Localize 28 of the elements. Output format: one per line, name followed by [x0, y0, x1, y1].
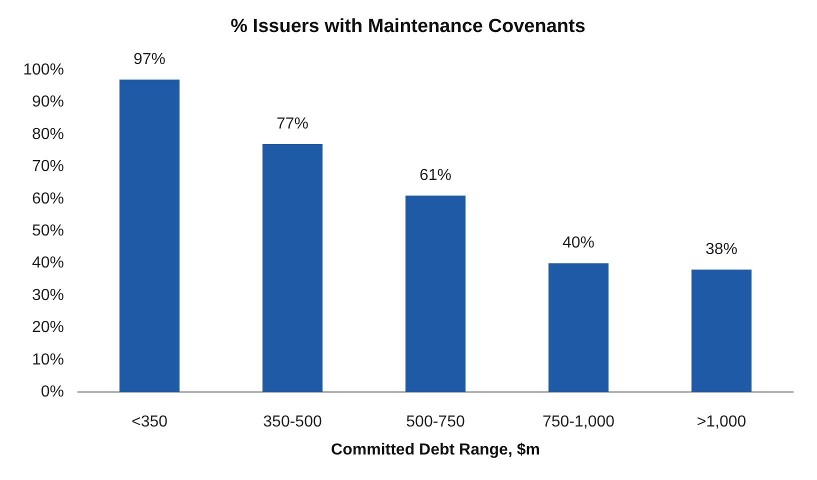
x-tick-label: >1,000: [696, 414, 746, 430]
y-tick-label: 80%: [32, 126, 64, 143]
data-label: 40%: [562, 234, 595, 252]
bar: [119, 80, 180, 392]
y-tick-label: 70%: [32, 158, 64, 176]
x-axis-title: Committed Debt Range, $m: [331, 442, 540, 458]
y-tick-label: 90%: [32, 94, 64, 111]
y-tick-label: 0%: [40, 384, 64, 400]
bar: [548, 263, 609, 392]
y-tick-label: 100%: [23, 62, 64, 78]
y-tick-label: 50%: [32, 222, 64, 240]
x-tick-label: <350: [131, 414, 168, 430]
bar: [691, 270, 752, 392]
y-tick-label: 30%: [32, 286, 64, 304]
x-tick-label: 500-750: [406, 414, 465, 430]
x-tick-label: 350-500: [263, 414, 322, 430]
y-tick-label: 20%: [32, 319, 64, 336]
bar: [405, 196, 466, 392]
bar: [262, 144, 323, 392]
x-tick-label: 750-1,000: [542, 414, 615, 430]
y-tick-label: 60%: [32, 190, 64, 208]
data-label: 77%: [276, 116, 309, 133]
data-label: 38%: [705, 241, 738, 258]
y-tick-label: 10%: [32, 351, 64, 368]
data-label: 97%: [133, 51, 166, 68]
data-label: 61%: [419, 167, 452, 184]
y-tick-label: 40%: [32, 254, 64, 272]
chart-title: % Issuers with Maintenance Covenants: [230, 16, 586, 37]
